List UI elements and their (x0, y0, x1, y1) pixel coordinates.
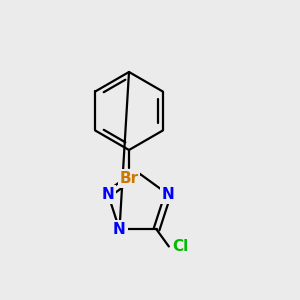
Text: Cl: Cl (172, 239, 188, 254)
Text: N: N (102, 187, 114, 202)
Text: N: N (162, 187, 174, 202)
Text: Br: Br (119, 171, 139, 186)
Text: N: N (113, 222, 126, 237)
